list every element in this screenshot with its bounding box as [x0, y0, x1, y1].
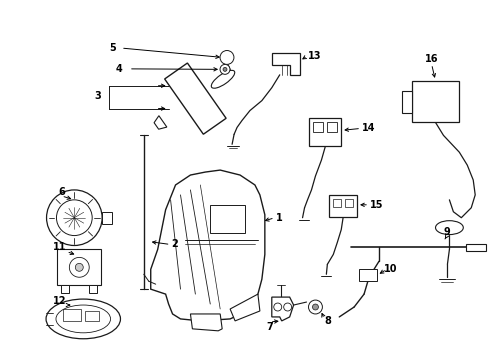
Polygon shape: [272, 53, 299, 75]
Polygon shape: [466, 243, 486, 251]
Polygon shape: [102, 212, 112, 224]
Bar: [85, 311, 99, 321]
Text: 12: 12: [53, 296, 66, 306]
Text: 10: 10: [384, 264, 397, 274]
Polygon shape: [402, 91, 412, 113]
Text: 1: 1: [276, 213, 283, 223]
Text: 15: 15: [370, 200, 384, 210]
Circle shape: [309, 300, 322, 314]
Bar: [63, 309, 81, 321]
Text: 16: 16: [425, 54, 438, 64]
Text: 11: 11: [53, 243, 66, 252]
Circle shape: [220, 64, 230, 74]
Text: 3: 3: [95, 91, 101, 101]
Circle shape: [223, 67, 227, 71]
Polygon shape: [89, 285, 97, 293]
Text: 13: 13: [308, 51, 321, 61]
Polygon shape: [230, 294, 260, 321]
Bar: [327, 122, 337, 132]
Polygon shape: [329, 195, 357, 217]
Circle shape: [75, 264, 83, 271]
Polygon shape: [359, 269, 377, 281]
Text: 8: 8: [324, 316, 331, 326]
Polygon shape: [310, 118, 341, 146]
Text: 2: 2: [171, 239, 178, 249]
Polygon shape: [46, 313, 53, 325]
Polygon shape: [191, 314, 222, 331]
Text: 5: 5: [110, 43, 117, 53]
Polygon shape: [165, 63, 226, 134]
Bar: [345, 199, 353, 207]
Text: 9: 9: [443, 226, 450, 237]
Polygon shape: [151, 170, 265, 321]
Polygon shape: [57, 249, 101, 285]
Text: 7: 7: [267, 322, 273, 332]
Bar: [314, 122, 323, 132]
Text: 4: 4: [116, 64, 122, 74]
Circle shape: [220, 50, 234, 64]
Polygon shape: [154, 116, 167, 129]
Text: 14: 14: [362, 123, 376, 134]
Ellipse shape: [211, 70, 235, 88]
Polygon shape: [412, 81, 459, 122]
Polygon shape: [272, 297, 294, 321]
Circle shape: [313, 304, 318, 310]
Bar: [333, 199, 341, 207]
Polygon shape: [61, 285, 70, 293]
Text: 6: 6: [58, 187, 65, 197]
Bar: [210, 205, 245, 233]
